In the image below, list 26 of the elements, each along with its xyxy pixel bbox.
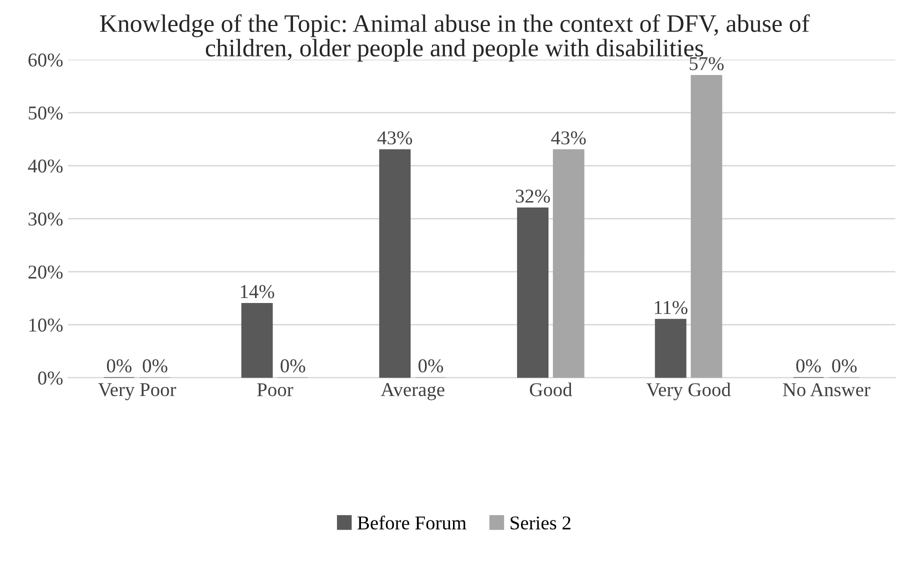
x-tick-label: Very Good — [646, 382, 731, 400]
data-label: 0% — [418, 359, 444, 372]
data-label: 11% — [654, 300, 688, 314]
y-tick-label: 20% — [28, 266, 63, 279]
y-tick-label: 30% — [28, 212, 63, 226]
data-label: 0% — [796, 359, 821, 372]
data-label: 14% — [240, 285, 274, 298]
data-label: 43% — [551, 131, 586, 144]
x-tick-label: Very Poor — [98, 383, 176, 400]
x-tick-label: Poor — [257, 383, 294, 396]
y-tick-label: 0% — [38, 372, 63, 385]
data-label: 0% — [280, 359, 306, 372]
x-tick-label: Average — [380, 383, 444, 400]
y-tick-label: 40% — [28, 159, 63, 173]
data-label: 0% — [142, 359, 168, 372]
data-label: 0% — [106, 359, 132, 372]
data-label: 32% — [516, 190, 550, 203]
legend-label: Series 2 — [510, 516, 570, 530]
x-tick-label: No Answer — [782, 383, 870, 396]
data-label: 43% — [377, 131, 412, 144]
legend-label: Before Forum — [358, 516, 466, 530]
y-tick-label: 60% — [28, 53, 63, 67]
y-tick-label: 50% — [28, 106, 63, 120]
data-label: 0% — [832, 359, 857, 372]
y-tick-label: 10% — [29, 318, 63, 332]
x-tick-label: Good — [530, 382, 572, 396]
